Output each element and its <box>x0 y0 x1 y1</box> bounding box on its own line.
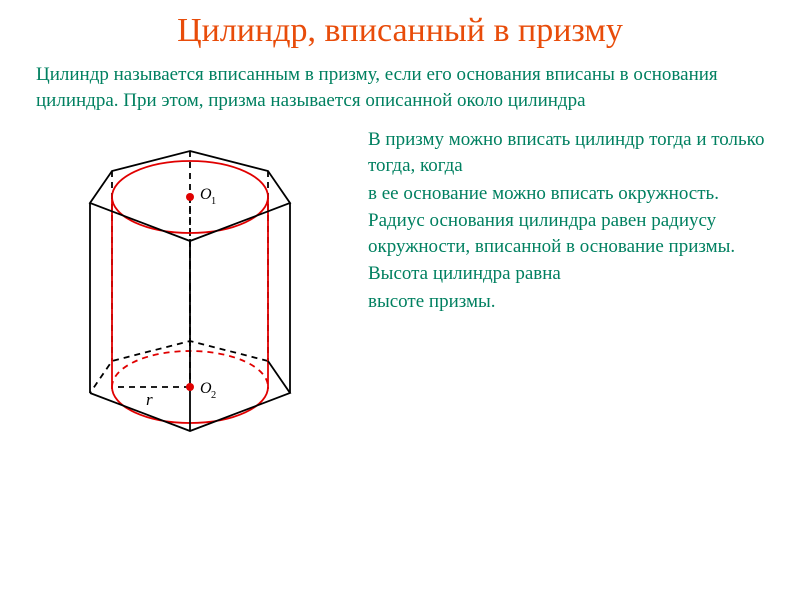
paragraph-3: Радиус основания цилиндра равен радиусу … <box>368 208 770 259</box>
paragraph-4: Высота цилиндра равна <box>368 261 770 287</box>
paragraph-1: В призму можно вписать цилиндр тогда и т… <box>368 127 770 178</box>
diagram-container: O1O2r <box>30 123 350 483</box>
paragraph-2: в ее основание можно вписать окружность. <box>368 181 770 207</box>
paragraph-5: высоте призмы. <box>368 289 770 315</box>
side-text-column: В призму можно вписать цилиндр тогда и т… <box>368 123 770 483</box>
prism-cylinder-diagram: O1O2r <box>30 123 350 483</box>
page-title: Цилиндр, вписанный в призму <box>0 0 800 50</box>
svg-text:2: 2 <box>211 390 216 401</box>
svg-text:r: r <box>146 390 153 409</box>
svg-text:1: 1 <box>211 196 216 207</box>
intro-paragraph: Цилиндр называется вписанным в призму, е… <box>0 50 800 113</box>
main-content-row: O1O2r В призму можно вписать цилиндр тог… <box>0 113 800 483</box>
